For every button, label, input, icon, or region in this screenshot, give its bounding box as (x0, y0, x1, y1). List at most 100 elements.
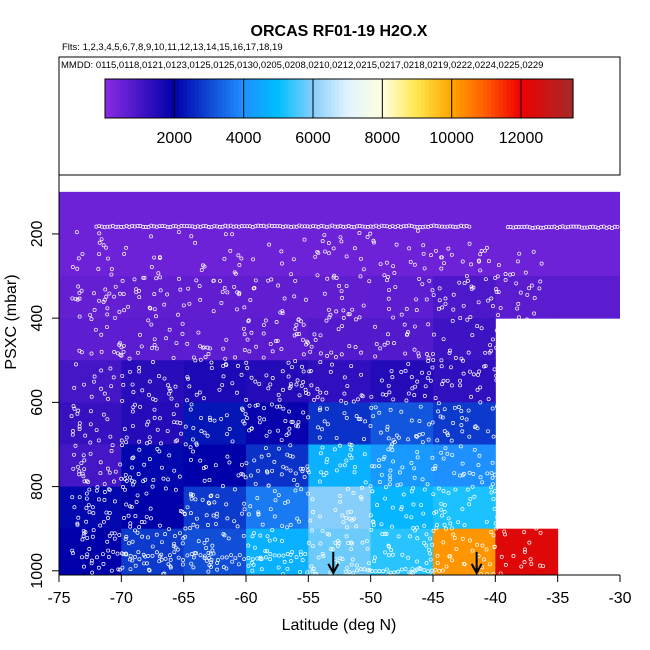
colorbar-segment (280, 79, 285, 118)
data-point (353, 345, 358, 350)
colorbar-segment (467, 79, 473, 118)
colorbar-segment (436, 79, 441, 118)
data-point (477, 259, 481, 264)
data-point (324, 318, 329, 323)
data-point (442, 503, 447, 508)
colorbar-segment (307, 79, 313, 118)
data-point (181, 557, 185, 562)
data-point (277, 397, 282, 402)
data-point (536, 497, 541, 502)
data-point (91, 511, 96, 516)
data-point (206, 550, 211, 555)
heatmap-cell (495, 233, 559, 277)
data-point (246, 543, 251, 548)
data-point (563, 225, 568, 230)
data-point (342, 463, 347, 468)
data-point (202, 540, 207, 545)
data-point (230, 232, 234, 237)
data-point (477, 453, 482, 458)
data-point (414, 308, 419, 313)
data-point (430, 288, 435, 293)
data-point (496, 313, 501, 318)
data-point (245, 337, 250, 342)
data-point (492, 367, 497, 372)
data-point (94, 428, 99, 432)
data-point (94, 555, 99, 560)
data-point (247, 349, 252, 354)
data-point (245, 224, 250, 229)
colorbar-segment (534, 79, 539, 118)
colorbar-segment (393, 79, 399, 118)
data-point (377, 569, 382, 574)
data-point (158, 275, 163, 280)
data-point (118, 291, 122, 296)
data-point (221, 565, 226, 570)
data-point (459, 423, 464, 428)
data-point (207, 501, 212, 506)
data-point (211, 278, 216, 283)
data-point (412, 262, 417, 267)
data-point (468, 496, 473, 501)
data-point (90, 505, 95, 510)
data-point (321, 554, 326, 559)
data-point (349, 562, 354, 567)
data-point (505, 379, 510, 384)
data-point (301, 352, 306, 357)
data-point (147, 568, 152, 573)
data-point (383, 485, 388, 490)
colorbar-segment (502, 79, 508, 118)
data-point (486, 259, 491, 264)
data-point (305, 224, 310, 229)
data-point (478, 475, 483, 480)
heatmap-cell (59, 318, 122, 361)
data-point (351, 491, 356, 495)
data-point (537, 348, 542, 353)
data-point (514, 454, 519, 459)
data-point (248, 504, 253, 509)
data-point (399, 312, 404, 317)
data-point (466, 350, 471, 355)
data-point (394, 242, 399, 247)
data-point (88, 451, 93, 456)
data-point (136, 472, 141, 476)
colorbar-segment (108, 79, 114, 118)
data-point (152, 292, 157, 297)
data-point (191, 355, 196, 360)
data-point (462, 281, 467, 286)
colorbar-segment (132, 79, 137, 118)
data-point (145, 561, 149, 566)
data-point (279, 249, 284, 254)
data-point (492, 489, 497, 494)
data-point (207, 555, 212, 560)
data-point (494, 328, 499, 333)
data-point (136, 550, 141, 555)
data-point (162, 376, 167, 381)
data-point (440, 382, 445, 387)
data-point (301, 337, 305, 342)
data-point (401, 492, 406, 497)
data-point (243, 475, 248, 480)
data-point (457, 280, 462, 285)
data-point (110, 443, 115, 448)
data-point (286, 224, 291, 229)
heatmap-cell (433, 444, 496, 488)
data-point (306, 540, 311, 545)
data-point (265, 470, 270, 475)
data-point (155, 427, 160, 432)
data-point (382, 342, 387, 347)
data-point (261, 355, 266, 360)
data-point (109, 449, 114, 453)
data-point (351, 570, 356, 575)
data-point (264, 433, 269, 438)
data-point (532, 425, 537, 430)
data-point (72, 385, 77, 390)
data-point (440, 224, 444, 229)
data-point (154, 224, 159, 229)
data-point (119, 353, 124, 358)
data-point (397, 470, 402, 475)
data-point (295, 483, 300, 488)
colorbar-segment (175, 79, 180, 118)
data-point (308, 349, 313, 354)
data-point (180, 331, 185, 336)
data-point (436, 307, 441, 311)
